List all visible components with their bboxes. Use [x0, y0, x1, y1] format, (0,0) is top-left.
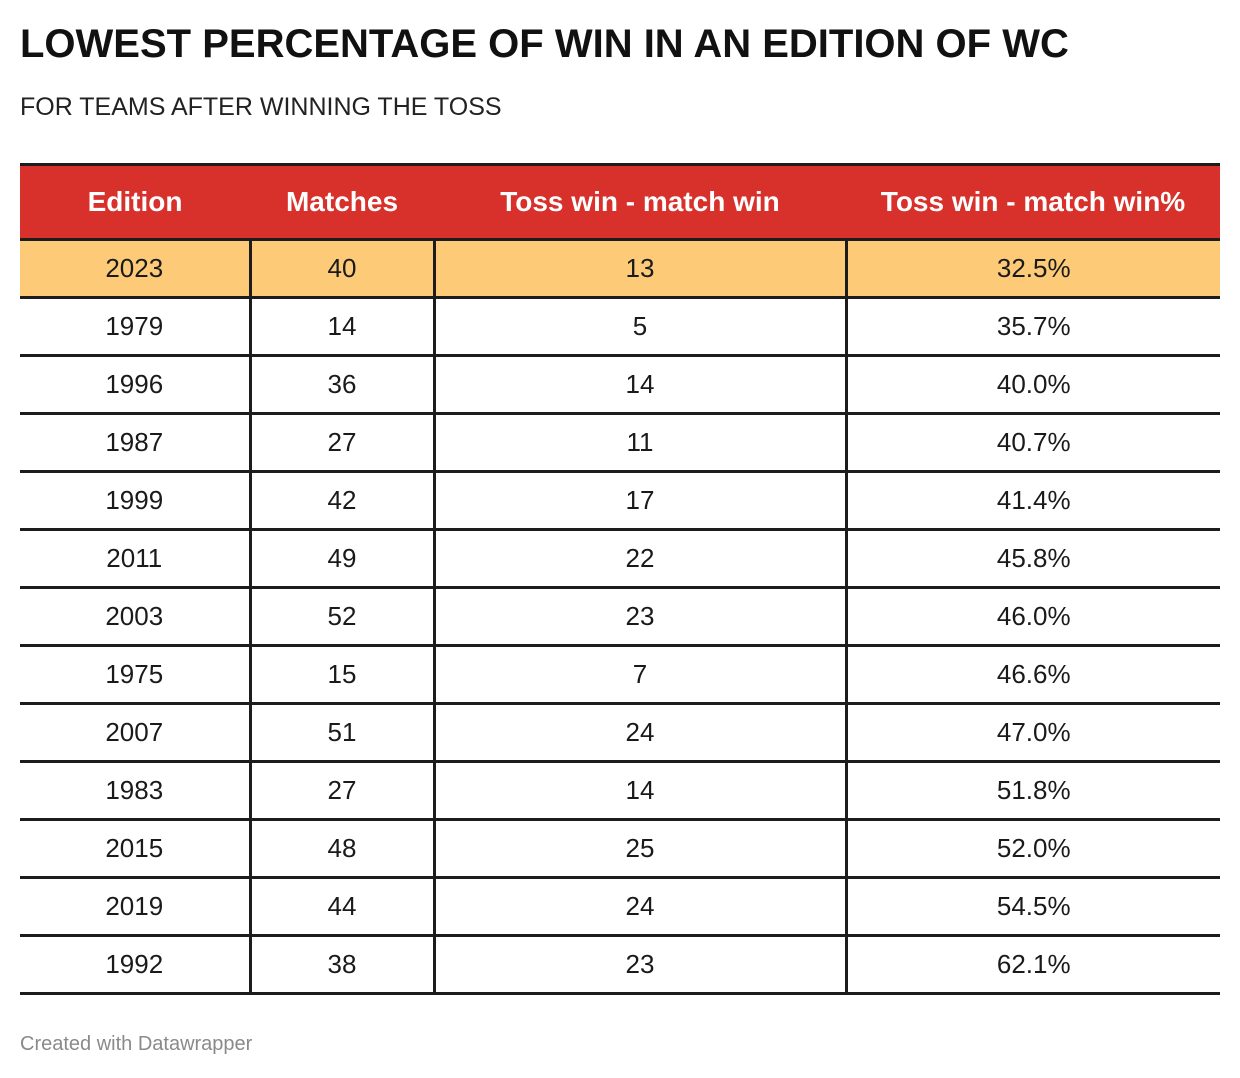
data-table: Edition Matches Toss win - match win Tos… [20, 163, 1220, 995]
table-row: 1999 42 17 41.4% [20, 471, 1220, 531]
cell-toss-win-match-win-pct: 46.6% [844, 645, 1220, 705]
cell-matches: 36 [248, 355, 434, 415]
cell-toss-win-match-win-pct: 32.5% [844, 239, 1220, 299]
cell-edition: 1987 [20, 413, 250, 473]
cell-toss-win-match-win-pct: 51.8% [844, 761, 1220, 821]
cell-matches: 44 [248, 877, 434, 937]
column-header-toss-win-match-win: Toss win - match win [434, 163, 846, 241]
cell-toss-win-match-win: 24 [432, 877, 846, 937]
cell-edition: 2011 [20, 529, 250, 589]
cell-matches: 49 [248, 529, 434, 589]
cell-toss-win-match-win: 14 [432, 355, 846, 415]
cell-toss-win-match-win: 7 [432, 645, 846, 705]
cell-edition: 1999 [20, 471, 250, 531]
cell-toss-win-match-win-pct: 40.7% [844, 413, 1220, 473]
cell-edition: 1992 [20, 935, 250, 995]
cell-toss-win-match-win: 14 [432, 761, 846, 821]
cell-toss-win-match-win: 13 [432, 239, 846, 299]
chart-title: LOWEST PERCENTAGE OF WIN IN AN EDITION O… [20, 22, 1069, 66]
cell-edition: 1975 [20, 645, 250, 705]
cell-edition: 2007 [20, 703, 250, 763]
cell-matches: 27 [248, 761, 434, 821]
header-row: Edition Matches Toss win - match win Tos… [20, 163, 1220, 241]
cell-matches: 38 [248, 935, 434, 995]
cell-toss-win-match-win: 17 [432, 471, 846, 531]
cell-toss-win-match-win-pct: 35.7% [844, 297, 1220, 357]
table-row: 1979 14 5 35.7% [20, 297, 1220, 357]
table-row: 1983 27 14 51.8% [20, 761, 1220, 821]
footer-credit: Created with Datawrapper [20, 1033, 253, 1055]
table-row: 2003 52 23 46.0% [20, 587, 1220, 647]
column-header-edition: Edition [20, 163, 250, 241]
cell-toss-win-match-win-pct: 54.5% [844, 877, 1220, 937]
cell-matches: 51 [248, 703, 434, 763]
cell-edition: 2003 [20, 587, 250, 647]
cell-matches: 48 [248, 819, 434, 879]
column-header-matches: Matches [250, 163, 434, 241]
cell-matches: 52 [248, 587, 434, 647]
cell-edition: 1996 [20, 355, 250, 415]
cell-toss-win-match-win-pct: 40.0% [844, 355, 1220, 415]
cell-toss-win-match-win: 24 [432, 703, 846, 763]
cell-toss-win-match-win: 11 [432, 413, 846, 473]
table-body: 2023 40 13 32.5% 1979 14 5 35.7% 1996 36 14 40.0% 19… [20, 239, 1220, 995]
table-row: 2023 40 13 32.5% [20, 239, 1220, 299]
table-header: Edition Matches Toss win - match win Tos… [20, 163, 1220, 241]
cell-matches: 42 [248, 471, 434, 531]
table-row: 1987 27 11 40.7% [20, 413, 1220, 473]
cell-matches: 15 [248, 645, 434, 705]
chart-subtitle: FOR TEAMS AFTER WINNING THE TOSS [20, 93, 502, 121]
cell-toss-win-match-win: 25 [432, 819, 846, 879]
cell-toss-win-match-win: 5 [432, 297, 846, 357]
cell-matches: 14 [248, 297, 434, 357]
cell-matches: 27 [248, 413, 434, 473]
cell-matches: 40 [248, 239, 434, 299]
cell-toss-win-match-win-pct: 47.0% [844, 703, 1220, 763]
cell-toss-win-match-win-pct: 52.0% [844, 819, 1220, 879]
cell-toss-win-match-win-pct: 45.8% [844, 529, 1220, 589]
cell-edition: 1979 [20, 297, 250, 357]
table-row: 2019 44 24 54.5% [20, 877, 1220, 937]
table-row: 2015 48 25 52.0% [20, 819, 1220, 879]
cell-toss-win-match-win-pct: 41.4% [844, 471, 1220, 531]
table-row: 2007 51 24 47.0% [20, 703, 1220, 763]
table-row: 1996 36 14 40.0% [20, 355, 1220, 415]
table-row: 1975 15 7 46.6% [20, 645, 1220, 705]
cell-toss-win-match-win-pct: 62.1% [844, 935, 1220, 995]
column-header-toss-win-match-win-pct: Toss win - match win% [846, 163, 1220, 241]
cell-edition: 2019 [20, 877, 250, 937]
cell-edition: 2023 [20, 239, 250, 299]
cell-edition: 2015 [20, 819, 250, 879]
table-row: 2011 49 22 45.8% [20, 529, 1220, 589]
cell-edition: 1983 [20, 761, 250, 821]
cell-toss-win-match-win: 23 [432, 587, 846, 647]
cell-toss-win-match-win: 22 [432, 529, 846, 589]
data-table-container: Edition Matches Toss win - match win Tos… [20, 163, 1220, 995]
table-row: 1992 38 23 62.1% [20, 935, 1220, 995]
cell-toss-win-match-win: 23 [432, 935, 846, 995]
cell-toss-win-match-win-pct: 46.0% [844, 587, 1220, 647]
